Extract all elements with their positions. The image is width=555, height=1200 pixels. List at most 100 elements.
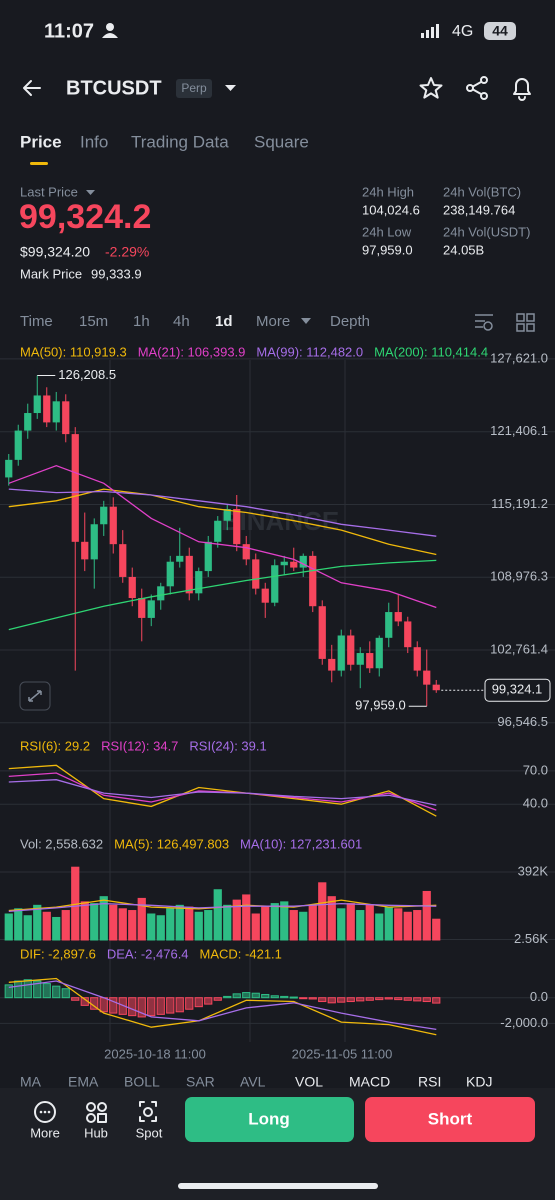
spot-icon[interactable] xyxy=(139,1101,157,1122)
bar xyxy=(413,910,422,941)
short-button[interactable] xyxy=(365,1097,535,1142)
candle-body xyxy=(176,555,184,562)
chart-settings-icon[interactable] xyxy=(475,314,493,331)
share-button[interactable] xyxy=(466,76,488,100)
last-price-dropdown[interactable] xyxy=(86,190,95,195)
favorite-button[interactable] xyxy=(419,77,443,99)
alert-button[interactable] xyxy=(513,78,531,101)
back-button[interactable] xyxy=(23,80,41,96)
nav-more[interactable]: More xyxy=(30,1125,60,1140)
bar xyxy=(90,903,99,941)
person-icon xyxy=(106,23,114,31)
symbol-dropdown[interactable] xyxy=(225,85,236,91)
bar xyxy=(299,911,308,941)
indicator-tab[interactable]: MACD xyxy=(349,1074,390,1090)
low: 97,959.0 xyxy=(362,242,413,257)
nav-spot[interactable]: Spot xyxy=(136,1125,163,1140)
candle-body xyxy=(52,401,60,423)
indicator-tab[interactable]: VOL xyxy=(295,1074,323,1090)
bar xyxy=(71,997,80,1001)
depth[interactable]: Depth xyxy=(330,313,370,330)
interval[interactable]: 1h xyxy=(133,313,150,330)
indicator-line xyxy=(8,488,437,537)
interval[interactable]: Time xyxy=(20,313,53,330)
candle-body xyxy=(14,430,22,460)
mark-price: 99,333.9 xyxy=(91,266,142,281)
legend-entry: MA(50): 110,919.3 xyxy=(20,344,127,359)
interval[interactable]: 15m xyxy=(79,313,108,330)
indicator-tab[interactable]: RSI xyxy=(418,1074,441,1090)
candle-body xyxy=(280,561,288,566)
bar xyxy=(52,985,61,999)
fullscreen-button[interactable] xyxy=(19,681,51,711)
price-change: -2.29% xyxy=(105,244,149,260)
badge: Perp xyxy=(181,81,207,95)
tab-info[interactable]: Info xyxy=(80,132,108,151)
indicator-tab[interactable]: MA xyxy=(20,1074,42,1090)
candle-body xyxy=(204,541,212,572)
tab-price[interactable]: Price xyxy=(20,132,62,151)
y-tick-label: 115,191.2 xyxy=(491,496,548,511)
time-label: 2025-10-18 11:00 xyxy=(104,1046,206,1061)
interval-active[interactable]: 1d xyxy=(215,313,233,330)
indicator-tab[interactable]: AVL xyxy=(240,1074,266,1090)
y-tick-label: 102,761.4 xyxy=(490,641,548,656)
bar xyxy=(166,997,175,1014)
bar xyxy=(232,899,241,941)
battery-icon xyxy=(484,22,516,40)
bar xyxy=(194,997,203,1008)
nav-hub[interactable]: Hub xyxy=(84,1125,108,1140)
high-label: 24h High xyxy=(362,184,414,199)
bar xyxy=(166,908,175,941)
hub-icon[interactable] xyxy=(86,1102,107,1123)
long-button[interactable] xyxy=(185,1097,354,1142)
bar xyxy=(23,915,32,941)
bar xyxy=(4,984,13,999)
tab-trading-data[interactable]: Trading Data xyxy=(131,132,229,151)
vol-btc-label: 24h Vol(BTC) xyxy=(443,184,521,199)
layout-icon[interactable] xyxy=(516,313,535,332)
y-tick-label: 108,976.3 xyxy=(490,569,548,584)
indicator-tab[interactable]: SAR xyxy=(186,1074,215,1090)
bar xyxy=(337,997,346,1003)
mark-price-label: Mark Price xyxy=(20,266,82,281)
bar xyxy=(156,997,165,1015)
candle-body xyxy=(119,544,127,577)
bar xyxy=(318,882,327,941)
fullscreen-icon xyxy=(28,690,42,702)
bar xyxy=(394,908,403,941)
battery-level: 44 xyxy=(492,23,508,39)
indicator-line xyxy=(8,559,437,631)
symbol[interactable]: BTCUSDT xyxy=(66,77,162,99)
candle-body xyxy=(404,621,412,648)
candle-body xyxy=(366,653,374,669)
candle-body xyxy=(109,506,117,545)
bar xyxy=(432,918,441,941)
more-icon[interactable] xyxy=(34,1101,56,1123)
legend-entry: MA(5): 126,497.803 xyxy=(114,836,229,851)
indicator-line xyxy=(8,977,437,1036)
tab-square[interactable]: Square xyxy=(254,132,309,151)
more-dropdown[interactable] xyxy=(301,318,311,324)
bar xyxy=(109,904,118,941)
high-label: 126,208.5 xyxy=(58,367,116,382)
candle-body xyxy=(223,509,231,521)
bar xyxy=(356,997,365,1002)
bar xyxy=(33,980,42,999)
bar xyxy=(52,916,61,941)
legend-entry: DEA: -2,476.4 xyxy=(107,946,189,961)
last-price-tag xyxy=(484,678,551,702)
bar xyxy=(394,997,403,1001)
indicator-tab[interactable]: KDJ xyxy=(466,1074,492,1090)
interval[interactable]: 4h xyxy=(173,313,190,330)
bar xyxy=(308,997,317,1000)
bar xyxy=(280,995,289,999)
candle-body xyxy=(252,559,260,589)
network: 4G xyxy=(452,23,473,40)
bar xyxy=(327,997,336,1004)
indicator-tab[interactable]: EMA xyxy=(68,1074,99,1090)
interval-more[interactable]: More xyxy=(256,313,290,330)
bar xyxy=(337,908,346,941)
indicator-tab[interactable]: BOLL xyxy=(124,1074,160,1090)
